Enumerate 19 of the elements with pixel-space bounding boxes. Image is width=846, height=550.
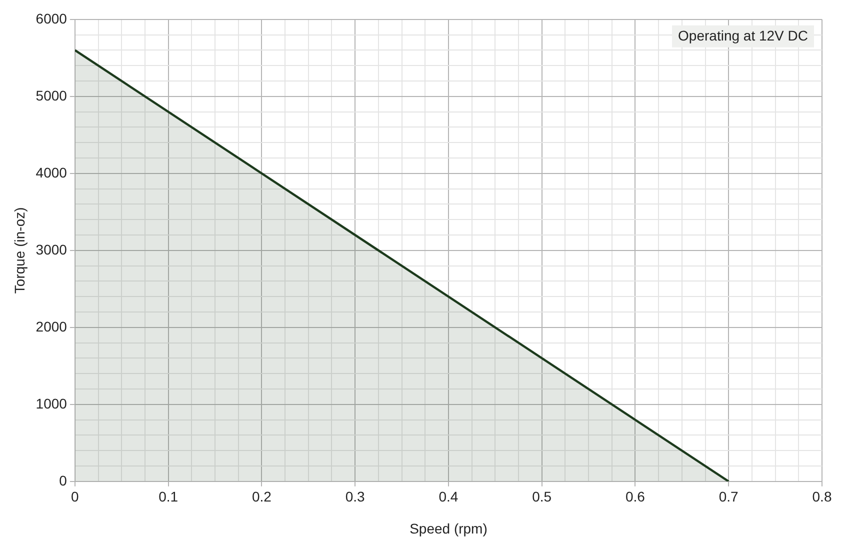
y-tick-label: 5000 [36,87,68,104]
y-axis-title: Torque (in-oz) [11,207,28,294]
y-tick-label: 4000 [36,164,68,180]
y-tick-label: 0 [59,472,68,488]
x-tick-label: 0 [71,488,80,505]
annotation: Operating at 12V DC [678,27,808,44]
x-tick-label: 0.2 [252,488,272,505]
x-tick-label: 0.8 [812,488,832,505]
x-tick-label: 0.7 [718,488,739,505]
y-tick-label: 1000 [36,395,68,412]
x-tick-label: 0.3 [345,488,366,505]
y-tick-label: 3000 [36,241,68,258]
x-tick-label: 0.1 [158,488,178,505]
y-tick-label: 6000 [36,10,68,26]
y-tick-label: 2000 [36,318,68,334]
x-tick-label: 0.5 [532,488,552,505]
x-tick-label: 0.4 [438,488,458,505]
x-tick-label: 0.6 [626,488,646,505]
x-axis-title: Speed (rpm) [410,520,488,536]
